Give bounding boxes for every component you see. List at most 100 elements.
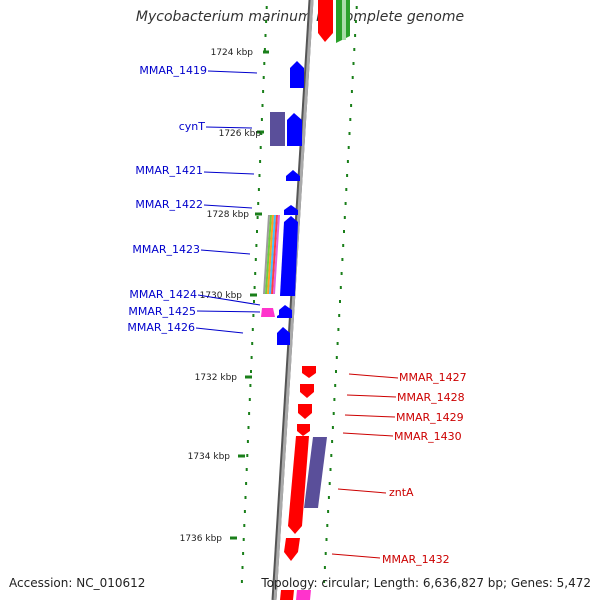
ring-dot bbox=[263, 48, 266, 51]
ring-dot bbox=[329, 468, 332, 471]
tick-label: 1728 kbp bbox=[207, 210, 250, 220]
gene-arrow-mmar-1425b[interactable] bbox=[277, 312, 292, 318]
tick-label: 1726 kbp bbox=[219, 129, 262, 139]
ring-dot bbox=[248, 398, 251, 401]
tick-label: 1730 kbp bbox=[200, 291, 243, 301]
ring-dot bbox=[248, 412, 251, 415]
gene-arrow-mmar-1429[interactable] bbox=[298, 404, 312, 419]
ring-dot bbox=[265, 6, 268, 9]
ring-dot bbox=[257, 202, 260, 205]
gene-arrow-mmar-1423[interactable] bbox=[280, 216, 298, 296]
ring-dot bbox=[249, 384, 252, 387]
gene-arrow-mmar-1421[interactable] bbox=[286, 170, 300, 181]
tick-label: 1736 kbp bbox=[180, 534, 223, 544]
genome-info-label: Topology: circular; Length: 6,636,827 bp… bbox=[261, 576, 591, 590]
ring-dot bbox=[258, 174, 261, 177]
ring-dot bbox=[242, 538, 245, 541]
rna-feature-mmar-1424[interactable] bbox=[261, 308, 275, 317]
ring-dot bbox=[241, 566, 244, 569]
gene-label-mmar-1424[interactable]: MMAR_1424 bbox=[129, 288, 197, 301]
reverse-gene-top[interactable] bbox=[318, 0, 333, 42]
ring-dot bbox=[255, 244, 258, 247]
label-leader-line bbox=[331, 553, 381, 559]
ring-dot bbox=[354, 20, 357, 23]
ring-dot bbox=[331, 440, 334, 443]
gene-label-mmar-1426[interactable]: MMAR_1426 bbox=[127, 321, 195, 334]
slate-feature-cynt[interactable] bbox=[270, 112, 285, 146]
gene-arrow-mmar-1422[interactable] bbox=[284, 205, 298, 215]
gene-label-mmar-1419[interactable]: MMAR_1419 bbox=[139, 64, 207, 77]
label-leader-line bbox=[337, 488, 387, 494]
label-leader-line bbox=[344, 414, 396, 418]
gene-label-cynt[interactable]: cynT bbox=[179, 120, 206, 133]
ring-dot bbox=[350, 90, 353, 93]
ring-dot bbox=[245, 468, 248, 471]
stripe-band bbox=[263, 215, 270, 294]
reverse-gene-arrows bbox=[280, 366, 327, 600]
ring-dot bbox=[343, 230, 345, 233]
rna-feature-bottom[interactable] bbox=[296, 590, 311, 600]
ring-dot bbox=[324, 552, 327, 555]
gene-label-mmar-1425[interactable]: MMAR_1425 bbox=[128, 305, 196, 318]
ring-dot bbox=[243, 510, 246, 513]
ring-dot bbox=[331, 426, 334, 429]
gene-label-mmar-1429[interactable]: MMAR_1429 bbox=[396, 411, 464, 424]
ring-dot bbox=[330, 454, 333, 457]
ring-dot bbox=[336, 342, 339, 345]
ring-dot bbox=[334, 384, 337, 387]
ring-dot bbox=[243, 524, 246, 527]
label-leader-line bbox=[203, 204, 253, 209]
gene-arrow-znta[interactable] bbox=[288, 436, 309, 534]
ring-dot bbox=[354, 34, 357, 37]
gene-label-mmar-1432[interactable]: MMAR_1432 bbox=[382, 553, 450, 566]
ring-dot bbox=[251, 342, 254, 345]
left-dotted-ring bbox=[240, 6, 268, 583]
gene-arrow-mmar-1426[interactable] bbox=[277, 327, 290, 345]
ring-dot bbox=[259, 160, 262, 163]
tick-label: 1724 kbp bbox=[211, 48, 254, 58]
ring-dot bbox=[337, 328, 340, 331]
stripe-band bbox=[265, 215, 272, 294]
gene-arrow-mmar-1432[interactable] bbox=[284, 538, 300, 561]
label-leader-line bbox=[197, 294, 261, 306]
gene-arrow-mmar-1419[interactable] bbox=[290, 61, 304, 88]
ring-dot bbox=[350, 104, 353, 107]
slate-feature-znta[interactable] bbox=[304, 437, 327, 508]
ring-dot bbox=[252, 314, 255, 317]
gene-arrow-cynt[interactable] bbox=[287, 113, 302, 146]
ring-dot bbox=[327, 496, 330, 499]
ring-dot bbox=[325, 538, 328, 541]
gene-arrow-mmar-1427[interactable] bbox=[302, 366, 316, 378]
ring-dot bbox=[333, 398, 336, 401]
ring-dot bbox=[246, 454, 249, 457]
gene-label-mmar-1421[interactable]: MMAR_1421 bbox=[135, 164, 203, 177]
label-leader-line bbox=[348, 373, 399, 379]
gene-label-mmar-1423[interactable]: MMAR_1423 bbox=[132, 243, 200, 256]
ring-dot bbox=[259, 146, 262, 149]
ring-dot bbox=[261, 104, 264, 107]
ring-dot bbox=[347, 146, 350, 149]
label-leader-line bbox=[196, 310, 261, 313]
forward-gene-labels: MMAR_1419 cynT MMAR_1421 MMAR_1422 MMAR_… bbox=[127, 64, 261, 334]
gene-label-mmar-1430[interactable]: MMAR_1430 bbox=[394, 430, 462, 443]
ring-dot bbox=[335, 370, 337, 373]
ring-dot bbox=[256, 230, 258, 233]
ring-dot bbox=[250, 356, 253, 359]
gene-label-mmar-1428[interactable]: MMAR_1428 bbox=[397, 391, 465, 404]
gene-arrow-mmar-1430[interactable] bbox=[297, 424, 310, 436]
gene-label-mmar-1422[interactable]: MMAR_1422 bbox=[135, 198, 203, 211]
ring-dot bbox=[327, 510, 330, 513]
forward-gene-arrows bbox=[261, 61, 304, 345]
ring-dot bbox=[244, 496, 247, 499]
stripe-band bbox=[269, 215, 276, 294]
gene-label-znta[interactable]: zntA bbox=[389, 486, 414, 499]
ring-dot bbox=[256, 216, 259, 219]
ring-dot bbox=[345, 188, 348, 191]
reverse-gene-bottom[interactable] bbox=[280, 590, 294, 600]
ring-dot bbox=[250, 370, 252, 373]
gene-label-mmar-1427[interactable]: MMAR_1427 bbox=[399, 371, 467, 384]
ring-dot bbox=[247, 426, 250, 429]
ring-dot bbox=[253, 286, 256, 289]
gene-arrow-mmar-1428[interactable] bbox=[300, 384, 314, 398]
